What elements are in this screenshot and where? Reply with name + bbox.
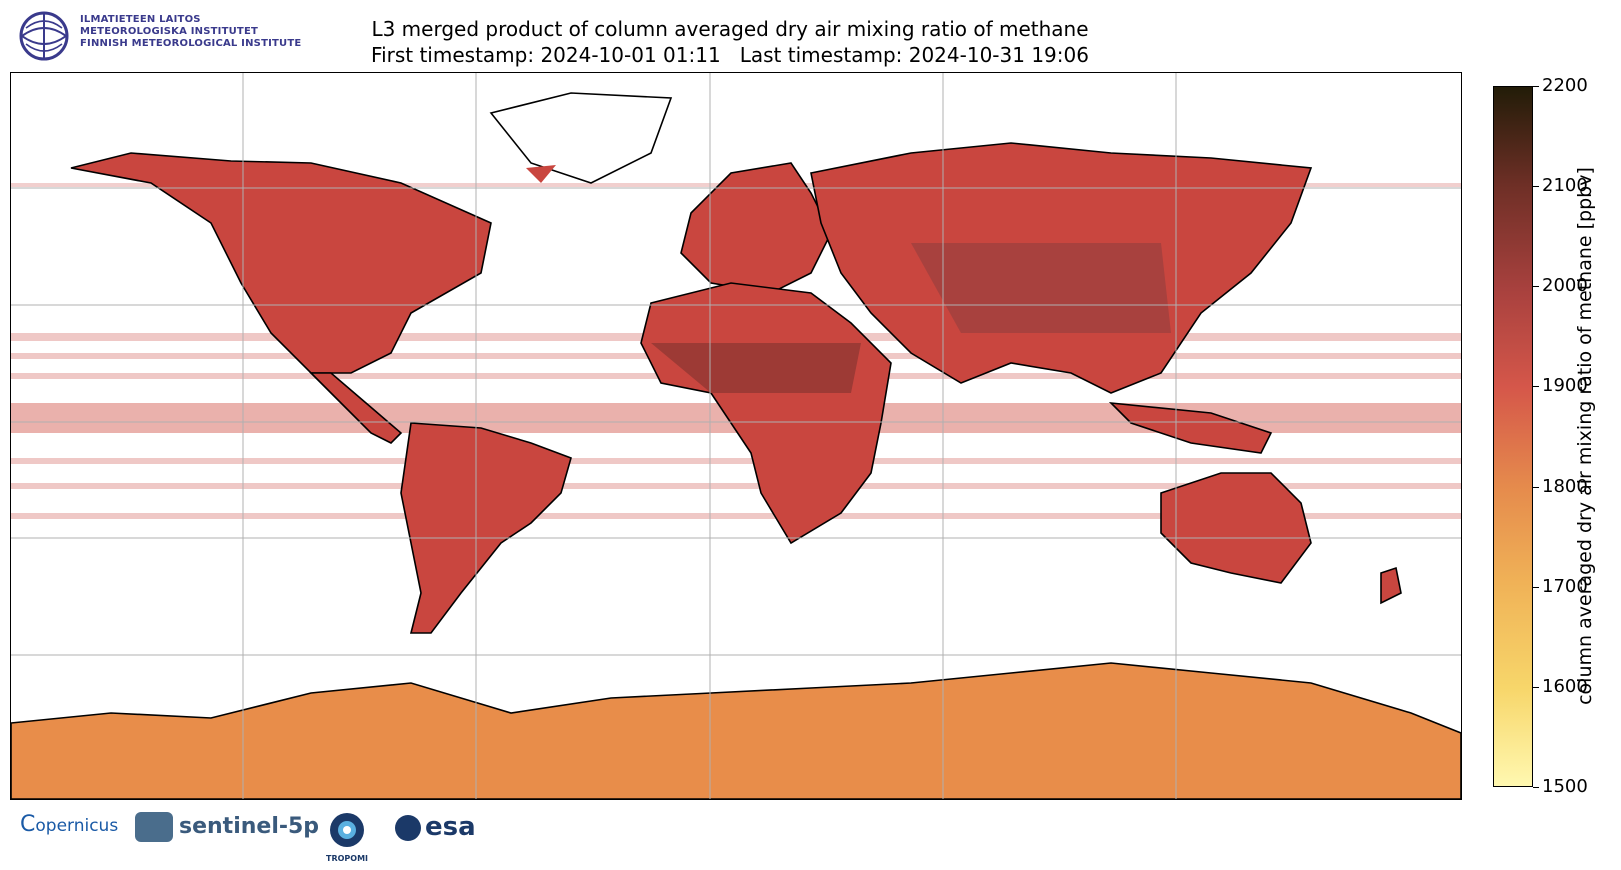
colorbar-tick-label: 1800 — [1542, 476, 1588, 497]
satellite-icon — [135, 812, 173, 842]
colorbar-tick — [1533, 286, 1539, 287]
sentinel-label: sentinel-5p — [179, 814, 320, 839]
north-america — [70, 152, 492, 374]
institute-name: ILMATIETEEN LAITOS METEOROLOGISKA INSTIT… — [80, 14, 301, 50]
figure-title: L3 merged product of column averaged dry… — [300, 16, 1160, 68]
colorbar-tick-label: 2000 — [1542, 275, 1588, 296]
colorbar-tick — [1533, 687, 1539, 688]
world-map — [10, 72, 1462, 800]
map-canvas — [11, 73, 1461, 799]
colorbar-tick — [1533, 487, 1539, 488]
copernicus-c-icon: C — [20, 812, 36, 837]
esa-label: esa — [425, 812, 476, 842]
colorbar-tick-label: 2200 — [1542, 75, 1588, 96]
land-retrievals — [11, 92, 1461, 799]
title-line-1: L3 merged product of column averaged dry… — [371, 17, 1089, 41]
australia — [1160, 472, 1312, 584]
south-america — [400, 422, 572, 634]
colorbar-tick — [1533, 86, 1539, 87]
institute-line-en: FINNISH METEOROLOGICAL INSTITUTE — [80, 38, 302, 49]
institute-line-fi: ILMATIETEEN LAITOS — [80, 14, 201, 25]
colorbar — [1493, 86, 1533, 787]
colorbar-tick-label: 2100 — [1542, 175, 1588, 196]
new-zealand — [1380, 566, 1402, 605]
sentinel-5p-logo: sentinel-5p — [135, 812, 319, 842]
europe — [680, 162, 832, 294]
copernicus-label: opernicus — [35, 816, 119, 836]
southeast-asia — [1108, 401, 1273, 454]
colorbar-tick — [1533, 587, 1539, 588]
colorbar-tick-label: 1700 — [1542, 576, 1588, 597]
colorbar-tick-label: 1500 — [1542, 776, 1588, 797]
fmi-logo-icon — [19, 11, 69, 61]
colorbar-tick-label: 1900 — [1542, 375, 1588, 396]
tropomi-eye-icon — [330, 813, 364, 847]
tropomi-label: TROPOMI — [325, 854, 369, 863]
institute-line-sv: METEOROLOGISKA INSTITUTET — [80, 26, 259, 37]
colorbar-tick — [1533, 186, 1539, 187]
antarctica — [11, 662, 1461, 799]
copernicus-logo: Copernicus — [20, 812, 118, 837]
colorbar-tick — [1533, 787, 1539, 788]
title-line-2: First timestamp: 2024-10-01 01:11 Last t… — [371, 43, 1089, 67]
esa-logo: esa — [395, 812, 476, 842]
esa-symbol-icon — [395, 814, 421, 841]
colorbar-tick-label: 1600 — [1542, 676, 1588, 697]
central-america — [309, 372, 403, 444]
tropomi-logo: TROPOMI — [325, 810, 369, 864]
gridlines — [11, 73, 1461, 799]
colorbar-label: column averaged dry air mixing ratio of … — [1574, 167, 1596, 705]
greenland — [489, 92, 673, 184]
colorbar-tick — [1533, 386, 1539, 387]
